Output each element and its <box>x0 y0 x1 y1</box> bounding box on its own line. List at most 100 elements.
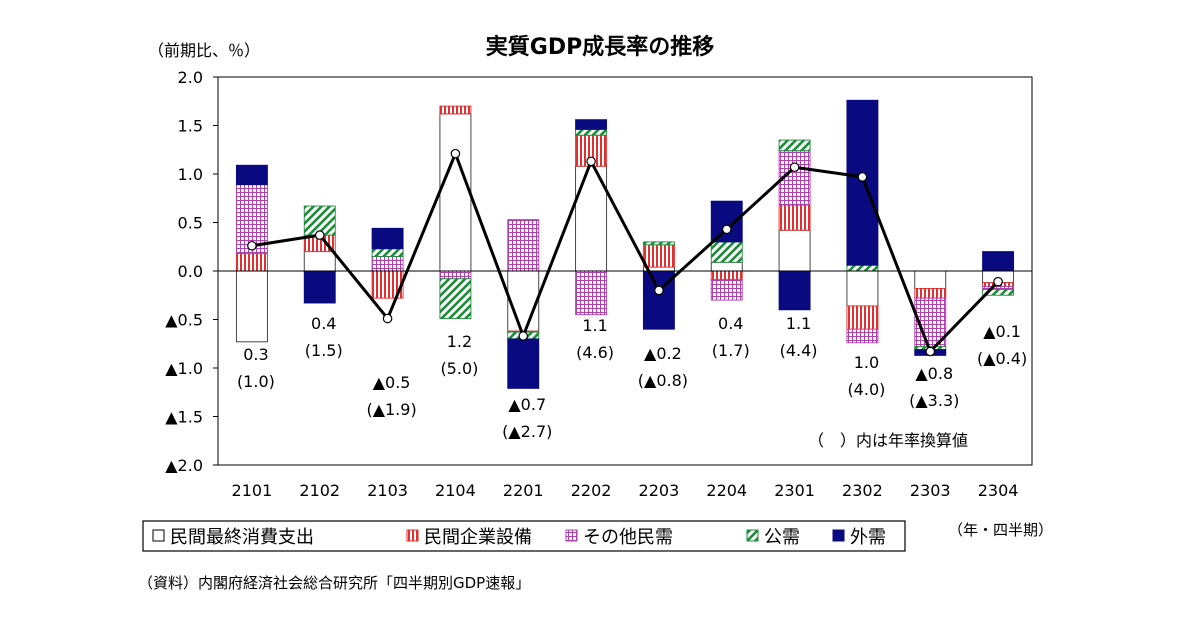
legend-swatch <box>406 529 419 542</box>
bar-segment <box>575 119 608 130</box>
data-label-quarterly: ▲0.8 <box>915 364 953 383</box>
x-tick-label: 2301 <box>774 481 815 500</box>
y-tick-label: 2.0 <box>178 68 203 87</box>
x-tick-label: 2203 <box>639 481 680 500</box>
y-tick-label: 1.0 <box>178 165 203 184</box>
data-label-quarterly: 0.4 <box>718 314 743 333</box>
y-axis-tick-labels: 2.0 1.5 1.0 0.5 0.0 ▲0.5 ▲1.0 ▲1.5 ▲2.0 <box>165 68 203 475</box>
bar-segment <box>778 270 811 311</box>
legend-swatch <box>152 529 165 542</box>
y-tick-label: ▲1.5 <box>165 408 203 427</box>
data-label-annualized: (1.7) <box>712 341 750 360</box>
gdp-growth-point <box>382 313 393 324</box>
legend-label: 公需 <box>764 527 800 548</box>
bar-segment <box>507 270 540 332</box>
bar-segment <box>846 264 879 272</box>
bar-segment <box>642 241 675 246</box>
x-unit-label: （年・四半期） <box>948 521 1053 539</box>
bar-segment <box>507 219 540 272</box>
bar-segment <box>710 270 743 281</box>
data-label-annualized: (▲0.4) <box>977 349 1027 368</box>
legend-frame <box>142 520 906 552</box>
x-tick-label: 2201 <box>503 481 544 500</box>
x-tick-label: 2304 <box>978 481 1019 500</box>
bar-segment <box>439 113 472 272</box>
chart-title: 実質GDP成長率の推移 <box>486 34 714 60</box>
bar-segment <box>914 288 947 299</box>
gdp-growth-point <box>586 156 596 167</box>
y-tick-label: ▲1.0 <box>165 359 203 378</box>
data-label-quarterly: 1.2 <box>447 332 472 351</box>
bar-segment <box>235 253 268 272</box>
data-label-quarterly: ▲0.5 <box>373 373 411 392</box>
bar-segment <box>710 279 743 301</box>
x-tick-label: 2302 <box>842 481 883 500</box>
bar-segment <box>846 99 879 266</box>
bar-segment <box>846 305 879 330</box>
y-tick-label: 0.5 <box>178 214 203 233</box>
data-label-annualized: (▲3.3) <box>909 391 959 410</box>
bar-segment <box>914 270 947 289</box>
x-tick-label: 2104 <box>435 481 476 500</box>
bar-segment <box>846 270 879 307</box>
gdp-growth-point <box>857 172 868 182</box>
bar-segment <box>439 105 472 115</box>
x-tick-label: 2303 <box>910 481 951 500</box>
source-note: （資料）内閣府経済社会総合研究所「四半期別GDP速報」 <box>138 574 530 592</box>
x-axis-tick-labels: 2101 2102 2103 2104 2201 2202 2203 2204 2301 2302… <box>232 481 1019 500</box>
bar-segment <box>710 261 743 272</box>
data-label-annualized: (4.6) <box>576 343 614 362</box>
data-label-annualized: (4.4) <box>780 341 818 360</box>
bar-segment <box>778 139 811 152</box>
gdp-growth-point <box>721 224 732 235</box>
legend-label: 民間企業設備 <box>424 527 532 548</box>
gdp-growth-point <box>654 285 664 296</box>
data-label-quarterly: ▲0.7 <box>508 395 546 414</box>
bar-segment <box>235 270 268 343</box>
gdp-growth-point <box>247 240 257 251</box>
gdp-growth-point <box>450 148 461 159</box>
bar-segment <box>710 200 743 243</box>
y-tick-label: 0.0 <box>178 262 203 281</box>
data-label-quarterly: ▲0.2 <box>644 344 682 363</box>
bar-segment <box>575 128 608 136</box>
y-tick-label: 1.5 <box>178 117 203 136</box>
legend-swatch <box>565 529 578 542</box>
bar-segment <box>303 271 336 304</box>
bar-segment <box>982 251 1015 272</box>
bar-segment <box>575 270 608 316</box>
data-label-quarterly: 1.1 <box>786 314 811 333</box>
bar-segment <box>778 229 811 272</box>
x-tick-label: 2101 <box>232 481 273 500</box>
data-label-quarterly: ▲0.1 <box>983 322 1021 341</box>
plot-area: 0.3 (1.0) 0.4 (1.5) ▲0.5 (▲1.9) 1.2 (5.0) ▲0.7 (▲… <box>213 76 1033 466</box>
annualized-note: （ ）内は年率換算値 <box>808 431 968 450</box>
gdp-growth-point <box>925 346 936 357</box>
bar-segment <box>235 164 268 186</box>
data-label-annualized: (1.5) <box>305 341 343 360</box>
legend-label: その他民需 <box>583 527 673 548</box>
data-label-quarterly: 1.1 <box>582 316 607 335</box>
data-label-annualized: (▲1.9) <box>366 400 416 419</box>
bar-segment <box>439 278 472 319</box>
bar-segment <box>846 328 879 344</box>
data-label-quarterly: 0.3 <box>243 345 268 364</box>
x-tick-label: 2103 <box>367 481 408 500</box>
bar-segment <box>642 244 675 268</box>
x-tick-label: 2204 <box>706 481 747 500</box>
legend-swatch <box>746 529 759 542</box>
bar-segment <box>371 248 404 257</box>
bar-segment <box>371 227 404 250</box>
gdp-growth-point <box>314 230 325 240</box>
gdp-growth-point <box>518 331 529 341</box>
bar-segment <box>778 204 811 231</box>
bar-segment <box>303 251 336 272</box>
data-label-annualized: (4.0) <box>847 380 885 399</box>
bar-segment <box>982 288 1015 296</box>
y-tick-label: ▲0.5 <box>165 311 203 330</box>
legend: 民間最終消費支出 民間企業設備 その他民需 公需 外需 <box>142 520 906 552</box>
unit-label: （前期比、％） <box>148 41 260 60</box>
data-label-quarterly: 0.4 <box>311 314 336 333</box>
gdp-growth-line <box>251 152 1000 354</box>
